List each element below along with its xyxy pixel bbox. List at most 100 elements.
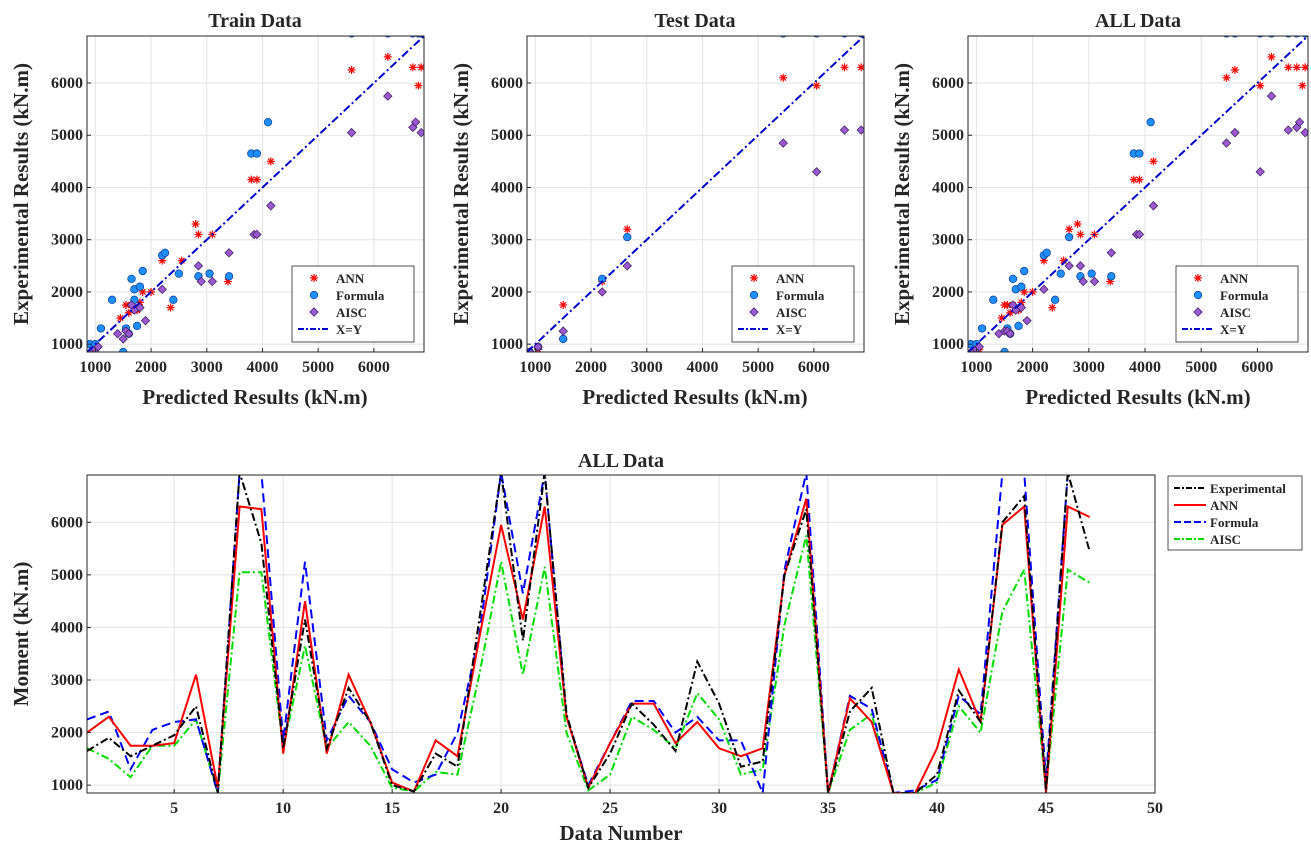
grid-line-chart bbox=[87, 475, 1155, 793]
line-panel-all: 5 10 15 20 25 30 35 40 45 50 1000 2000 3000 4000 5000 6… bbox=[9, 450, 1302, 845]
ann-point bbox=[409, 63, 417, 71]
ann-point bbox=[779, 74, 787, 82]
y-tick-label: 1000 bbox=[51, 777, 83, 794]
aisc-point bbox=[1222, 139, 1230, 147]
formula-point bbox=[1065, 233, 1073, 241]
aisc-point bbox=[194, 262, 202, 270]
x-tick-label: 1000 bbox=[960, 359, 992, 376]
x-tick-label: 4000 bbox=[1129, 359, 1161, 376]
x-tick-label: 5000 bbox=[1185, 359, 1217, 376]
x-tick-label: 30 bbox=[711, 800, 727, 817]
x-tick-label: 1000 bbox=[79, 359, 111, 376]
series-line-ann bbox=[87, 499, 1090, 793]
legend-all: ANN Formula AISC X=Y bbox=[1176, 266, 1298, 342]
series-line-experimental bbox=[87, 472, 1090, 793]
ann-point bbox=[1065, 225, 1073, 233]
x-tick-label: 6000 bbox=[798, 359, 830, 376]
ann-point bbox=[384, 53, 392, 61]
line-chart-x-label: Data Number bbox=[559, 821, 682, 845]
formula-point bbox=[1136, 150, 1144, 158]
legend-label-formula: Formula bbox=[336, 288, 385, 303]
aisc-point bbox=[113, 330, 121, 338]
x-tick-label: 2000 bbox=[1017, 359, 1049, 376]
y-axis-label-train: Experimental Results (kN.m) bbox=[9, 63, 33, 325]
x-tick-label: 40 bbox=[929, 800, 945, 817]
y-tick-label: 2000 bbox=[51, 725, 83, 742]
formula-point bbox=[161, 249, 169, 257]
y-tick-label: 3000 bbox=[491, 232, 523, 249]
ann-point bbox=[1076, 230, 1084, 238]
formula-point bbox=[1015, 322, 1023, 330]
formula-point bbox=[1147, 118, 1155, 126]
x-tick-label: 50 bbox=[1147, 800, 1163, 817]
formula-point bbox=[128, 275, 136, 283]
ann-point bbox=[194, 230, 202, 238]
x-tick-label: 45 bbox=[1038, 800, 1054, 817]
scatter-panel-test: 1000 2000 3000 4000 5000 60001000200030004000… bbox=[449, 10, 865, 409]
formula-point bbox=[133, 322, 141, 330]
formula-point bbox=[1020, 267, 1028, 275]
ann-point bbox=[1267, 53, 1275, 61]
legend-ann-marker bbox=[750, 274, 758, 282]
legend-label-formula: Formula bbox=[1210, 515, 1259, 530]
y-tick-label: 2000 bbox=[491, 284, 523, 301]
formula-point bbox=[97, 325, 105, 333]
y-tick-label: 4000 bbox=[932, 179, 964, 196]
y-tick-label: 5000 bbox=[51, 567, 83, 584]
formula-point bbox=[253, 150, 261, 158]
ann-point bbox=[1231, 66, 1239, 74]
formula-point bbox=[1108, 272, 1116, 280]
aisc-point bbox=[1149, 202, 1157, 210]
y-tick-label: 3000 bbox=[932, 232, 964, 249]
ticks-line-chart: 5 10 15 20 25 30 35 40 45 50100020003000400050006… bbox=[51, 514, 1163, 817]
legend-label-x-y: X=Y bbox=[776, 322, 803, 337]
ann-point bbox=[1223, 74, 1231, 82]
legend-label-aisc: AISC bbox=[336, 305, 367, 320]
formula-point bbox=[559, 335, 567, 343]
y-tick-label: 6000 bbox=[491, 75, 523, 92]
x-tick-label: 3000 bbox=[631, 359, 663, 376]
y-tick-label: 3000 bbox=[51, 232, 83, 249]
panel-title-all: ALL Data bbox=[1095, 10, 1181, 32]
y-tick-label: 4000 bbox=[491, 179, 523, 196]
aisc-point bbox=[225, 249, 233, 257]
ann-point bbox=[813, 82, 821, 90]
aisc-point bbox=[779, 139, 787, 147]
legend-train: ANNFormulaAISCX=Y bbox=[292, 266, 414, 342]
y-axis-label-test: Experimental Results (kN.m) bbox=[449, 63, 473, 325]
formula-point bbox=[1051, 296, 1059, 304]
y-tick-label: 6000 bbox=[932, 75, 964, 92]
legend-label-aisc: AISC bbox=[776, 305, 807, 320]
formula-point bbox=[136, 283, 144, 291]
formula-point bbox=[1057, 270, 1065, 278]
formula-point bbox=[1018, 283, 1026, 291]
aisc-point bbox=[1107, 249, 1115, 257]
formula-point bbox=[206, 270, 214, 278]
aisc-point bbox=[267, 202, 275, 210]
x-tick-label: 6000 bbox=[358, 359, 390, 376]
legend-label-x-y: X=Y bbox=[1220, 322, 1247, 337]
panel-title-test: Test Data bbox=[655, 10, 736, 32]
x-tick-label: 1000 bbox=[519, 359, 551, 376]
formula-point bbox=[1009, 275, 1017, 283]
y-tick-label: 5000 bbox=[51, 127, 83, 144]
formula-point bbox=[175, 270, 183, 278]
aisc-point bbox=[598, 288, 606, 296]
legend-label-x-y: X=Y bbox=[336, 322, 363, 337]
y-tick-label: 6000 bbox=[51, 75, 83, 92]
y-tick-label: 6000 bbox=[51, 514, 83, 531]
line-chart-title: ALL Data bbox=[578, 450, 664, 472]
y-axis-label-all: Experimental Results (kN.m) bbox=[890, 63, 914, 325]
x-tick-label: 4000 bbox=[686, 359, 718, 376]
ann-point bbox=[1293, 63, 1301, 71]
ann-point bbox=[623, 225, 631, 233]
ann-point bbox=[559, 301, 567, 309]
x-axis-label-train: Predicted Results (kN.m) bbox=[142, 385, 367, 409]
formula-point bbox=[225, 272, 233, 280]
ann-point bbox=[1135, 176, 1143, 184]
x-tick-label: 4000 bbox=[246, 359, 278, 376]
legend-test: ANNFormulaAISCX=Y bbox=[732, 266, 854, 342]
x-tick-label: 2000 bbox=[575, 359, 607, 376]
y-tick-label: 2000 bbox=[932, 284, 964, 301]
